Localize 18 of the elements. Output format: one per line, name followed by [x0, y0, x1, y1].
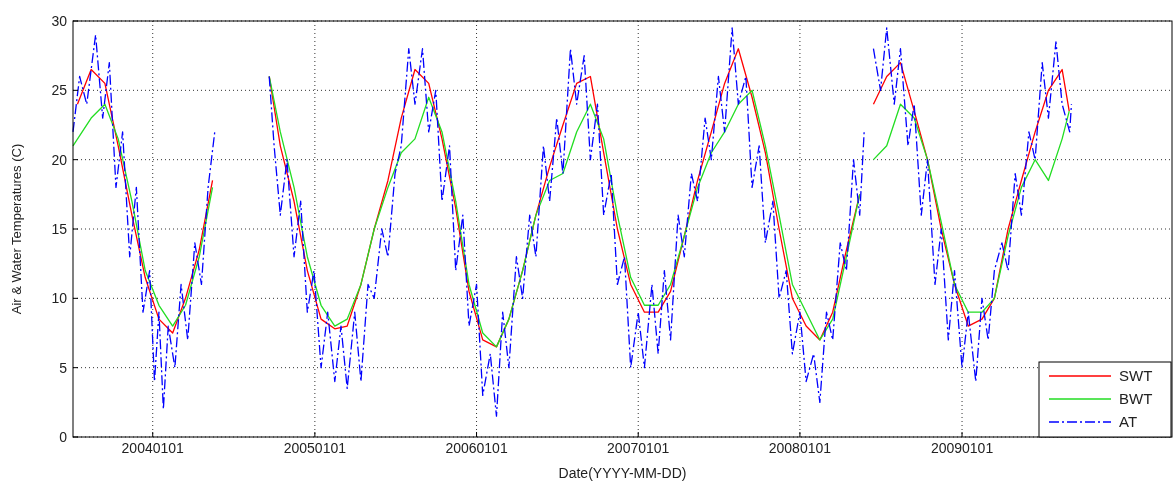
x-tick-label: 20060101 — [445, 440, 508, 456]
y-tick-label: 20 — [51, 151, 68, 168]
y-tick-label: 0 — [59, 429, 68, 445]
y-tick-label: 5 — [59, 359, 68, 376]
x-axis-title: Date(YYYY-MM-DD) — [558, 465, 687, 481]
y-tick-label: 30 — [51, 13, 68, 29]
y-tick-label: 15 — [51, 221, 68, 237]
legend-label: AT — [1119, 413, 1138, 430]
legend-label: BWT — [1119, 390, 1153, 407]
y-tick-label: 10 — [51, 290, 68, 307]
x-tick-label: 20050101 — [283, 440, 347, 456]
x-tick-label: 20080101 — [768, 440, 832, 456]
y-tick-label: 25 — [51, 82, 68, 99]
legend-label: SWT — [1119, 367, 1153, 384]
x-tick-label: 20070101 — [607, 440, 670, 456]
x-tick-label: 20090101 — [930, 440, 994, 456]
y-axis-title: Air & Water Temperatures (C) — [9, 143, 24, 315]
x-tick-label: 20040101 — [121, 440, 185, 456]
